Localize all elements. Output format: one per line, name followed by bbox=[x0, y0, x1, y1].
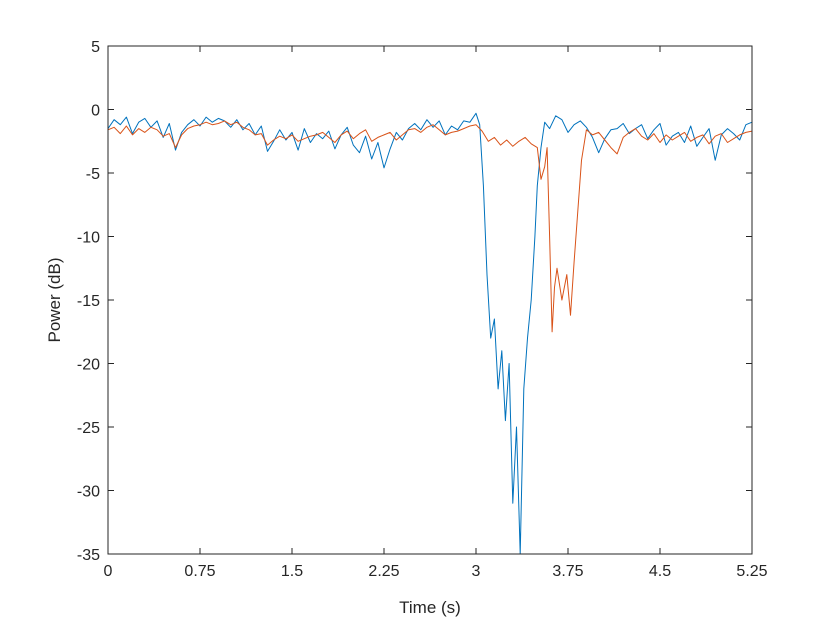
y-tick-label: -15 bbox=[77, 293, 100, 310]
y-tick-label: 5 bbox=[91, 39, 100, 56]
y-tick-label: -25 bbox=[77, 420, 100, 437]
y-axis-ticks: 5 0 -5 -10 -15 -20 -25 -30 -35 bbox=[77, 39, 752, 564]
x-tick-label: 3 bbox=[472, 563, 481, 580]
x-tick-label: 1.5 bbox=[281, 563, 303, 580]
series-line-2 bbox=[107, 120, 753, 333]
y-tick-label: -30 bbox=[77, 484, 100, 501]
series-line-1 bbox=[107, 112, 753, 555]
plot-area bbox=[108, 46, 752, 554]
x-axis-label: Time (s) bbox=[399, 598, 461, 617]
x-tick-label: 0.75 bbox=[184, 563, 215, 580]
y-tick-label: -10 bbox=[77, 230, 100, 247]
y-tick-label: -5 bbox=[86, 166, 100, 183]
x-tick-label: 0 bbox=[104, 563, 113, 580]
x-tick-label: 4.5 bbox=[649, 563, 671, 580]
y-axis-label: Power (dB) bbox=[45, 257, 64, 342]
x-axis-ticks: 0 0.75 1.5 2.25 3 3.75 4.5 5.25 bbox=[104, 46, 768, 580]
x-tick-label: 2.25 bbox=[368, 563, 399, 580]
y-tick-label: -35 bbox=[77, 547, 100, 564]
x-tick-label: 3.75 bbox=[552, 563, 583, 580]
x-tick-label: 5.25 bbox=[736, 563, 767, 580]
y-tick-label: 0 bbox=[91, 103, 100, 120]
y-tick-label: -20 bbox=[77, 357, 100, 374]
series-layer bbox=[107, 112, 753, 555]
